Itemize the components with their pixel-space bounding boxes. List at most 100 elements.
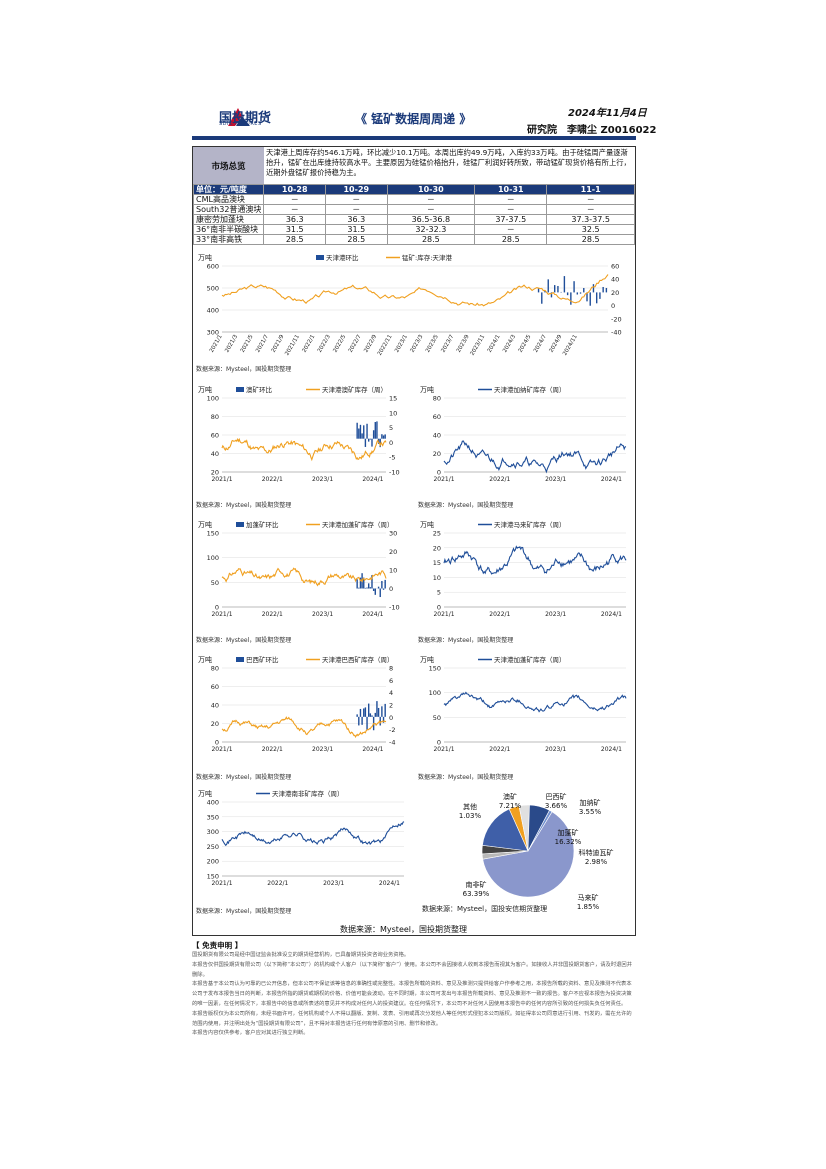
y-axis-unit: 万吨 (198, 520, 212, 529)
bar-mark (554, 285, 556, 293)
y-tick-label: 400 (207, 799, 219, 807)
y-tick-label: 50 (433, 714, 441, 722)
x-tick-label: 2024/1 (601, 611, 622, 618)
pie-slice (482, 808, 529, 852)
table-cell: － (546, 204, 635, 215)
bar-mark (358, 587, 360, 589)
x-tick-label: 2021/1 (211, 611, 232, 618)
bar-mark (371, 715, 373, 717)
y-axis-unit: 万吨 (420, 520, 434, 529)
bar-mark (382, 716, 385, 723)
x-tick-label: 2023/5 (425, 334, 440, 354)
table-row: 康密劳加蓬块 36.3 36.3 36.5-36.8 37-37.5 37.3-37.5 (192, 214, 635, 225)
chart-source-note: 数据来源：Mysteel，国投期货整理 (196, 366, 292, 373)
bar-mark (376, 701, 378, 717)
legend-line-label: 天津港南非矿库存（周） (272, 789, 344, 798)
chart-source-note: 数据来源：Mysteel，国投期货整理 (196, 908, 292, 915)
bar-mark (379, 588, 381, 598)
y-tick-label: 0 (215, 604, 219, 612)
bar-mark (364, 707, 367, 717)
x-tick-label: 2022/1 (262, 746, 283, 753)
y2-tick-label: 20 (611, 289, 619, 297)
bar-mark (379, 438, 381, 448)
table-row: CML高品澳块－－－－－ (192, 194, 635, 205)
y-axis-unit: 万吨 (198, 655, 212, 664)
x-tick-label: 2023/1 (323, 880, 344, 887)
pie-slice-name: 巴西矿 (546, 792, 567, 801)
bar-mark (371, 575, 373, 589)
y-axis-unit: 万吨 (198, 789, 212, 798)
x-tick-label: 2024/1 (601, 476, 622, 483)
bar-mark (537, 287, 540, 293)
bar-mark (367, 438, 370, 442)
y-tick-label: 5 (437, 589, 441, 597)
table-row-label: 36°南非半碳酸块 (192, 224, 265, 235)
table-cell: 36.3 (263, 214, 326, 225)
table-row-label: South32普通澳块 (192, 204, 265, 215)
bar-mark (374, 712, 376, 717)
bar-mark (566, 292, 569, 296)
y-tick-label: 60 (211, 683, 219, 691)
x-tick-label: 2022/7 (348, 334, 363, 354)
y-tick-label: 150 (207, 873, 219, 881)
table-cell: － (386, 194, 476, 205)
x-tick-label: 2023/1 (312, 476, 333, 483)
y2-tick-label: -20 (611, 315, 622, 323)
y2-tick-label: -4 (389, 739, 395, 747)
table-cell: － (474, 194, 548, 205)
y2-tick-label: 40 (611, 276, 619, 284)
x-tick-label: 2022/1 (262, 611, 283, 618)
bar-mark (366, 716, 368, 730)
y-axis-unit: 万吨 (198, 385, 212, 394)
x-tick-label: 2023/1 (312, 611, 333, 618)
y-tick-label: 250 (207, 843, 219, 851)
y2-tick-label: 4 (389, 689, 393, 697)
bar-mark (371, 438, 373, 447)
bar-mark (384, 434, 386, 439)
table-cell: － (474, 224, 548, 235)
y2-tick-label: 20 (389, 548, 397, 556)
bar-mark (605, 288, 608, 293)
table-cell: － (386, 204, 476, 215)
chart-source-note: 数据来源：Mysteel，国投期货整理 (196, 502, 292, 509)
bar-mark (377, 707, 380, 717)
x-tick-label: 2022/1 (267, 880, 288, 887)
pie-slice-label: 7.21% (499, 802, 522, 810)
pie-source-note: 数据来源：Mysteel，国投安信期货整理 (422, 904, 547, 913)
y-tick-label: 20 (211, 469, 219, 477)
x-tick-label: 2023/1 (545, 476, 566, 483)
y-tick-label: 100 (429, 689, 441, 697)
y-tick-label: 600 (207, 263, 219, 271)
table-cell: 37-37.5 (474, 214, 548, 225)
y-tick-label: 0 (215, 739, 219, 747)
y-tick-label: 20 (433, 450, 441, 458)
table-cell: 36.5-36.8 (386, 214, 476, 225)
chart-source-note: 数据来源：Mysteel，国投期货整理 (418, 502, 514, 509)
x-tick-label: 2021/11 (284, 334, 301, 357)
y2-tick-label: 0 (389, 585, 393, 593)
series-line (221, 274, 609, 307)
series-line (221, 716, 387, 739)
y-tick-label: 80 (211, 665, 219, 673)
overview-label: 市场总览 (193, 147, 264, 184)
table-cell: 10-31 (474, 184, 548, 195)
pie-slice-name: 澳矿 (503, 792, 517, 801)
y2-tick-label: 0 (611, 302, 615, 310)
bar-mark (381, 706, 383, 717)
x-tick-label: 2024/1 (379, 880, 400, 887)
pie-slice-name: 其他 (463, 802, 477, 811)
bar-mark (544, 290, 546, 293)
y-axis-unit: 万吨 (420, 385, 434, 394)
x-tick-label: 2022/5 (332, 334, 347, 354)
disclaimer-body: 国投期货有限公司是经中国证监会批准设立的期货经营机构，已具备期货投资咨询业务资格… (192, 951, 636, 1039)
series-line (443, 440, 627, 474)
x-tick-label: 2022/1 (489, 746, 510, 753)
overview-text: 天津港上周库存约546.1万吨，环比减少10.1万吨。本周出库约49.9万吨，入… (266, 148, 631, 177)
bar-mark (356, 422, 358, 439)
bar-mark (358, 428, 360, 439)
legend-bar-swatch (236, 522, 244, 527)
disclaimer-paragraph: 本报告仅供国投期货有限公司（以下简称“本公司”）的机构或个人客户（以下简称“客户… (192, 961, 633, 978)
bar-mark (592, 284, 595, 293)
pie-slice-name: 科特迪瓦矿 (579, 848, 614, 857)
